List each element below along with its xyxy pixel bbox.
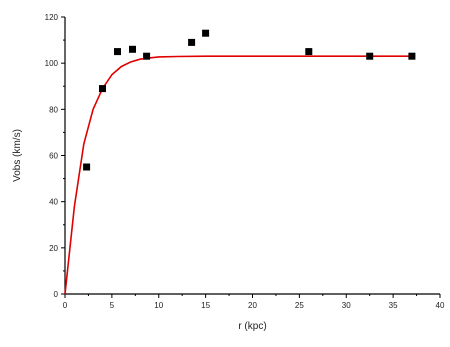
axis-labels: r (kpc) Vobs (km/s)	[12, 129, 267, 332]
data-point	[202, 29, 210, 37]
x-tick-label: 40	[436, 301, 445, 310]
data-point	[188, 38, 196, 46]
x-tick-label: 25	[295, 301, 304, 310]
x-tick-label: 20	[248, 301, 257, 310]
data-point	[366, 52, 374, 60]
data-point	[408, 52, 416, 60]
x-tick-label: 5	[110, 301, 115, 310]
y-axis-label: Vobs (km/s)	[12, 129, 23, 182]
y-tick-label: 20	[49, 244, 58, 253]
x-tick-label: 10	[154, 301, 163, 310]
data-point	[129, 45, 136, 53]
y-tick-label: 100	[45, 59, 59, 68]
y-tick-label: 60	[49, 152, 58, 161]
data-point	[114, 48, 121, 56]
y-tick-label: 40	[49, 198, 58, 207]
y-tick-label: 120	[45, 13, 59, 22]
data-points-layer	[83, 29, 416, 171]
data-point	[143, 52, 151, 60]
y-tick-label: 80	[49, 105, 58, 114]
data-point	[83, 163, 91, 171]
fit-curve	[64, 55, 412, 295]
fit-curve-layer	[64, 55, 412, 295]
x-tick-label: 15	[201, 301, 210, 310]
x-tick-label: 35	[389, 301, 398, 310]
x-tick-label: 0	[63, 301, 68, 310]
data-point	[305, 48, 313, 56]
x-axis-label: r (kpc)	[238, 321, 266, 332]
axes: 0 5 10 15 20 25 30 35 40 0 20 40 60 80 100 120	[45, 13, 445, 310]
y-tick-label: 0	[54, 290, 59, 299]
x-tick-label: 30	[342, 301, 351, 310]
data-point	[99, 85, 106, 93]
